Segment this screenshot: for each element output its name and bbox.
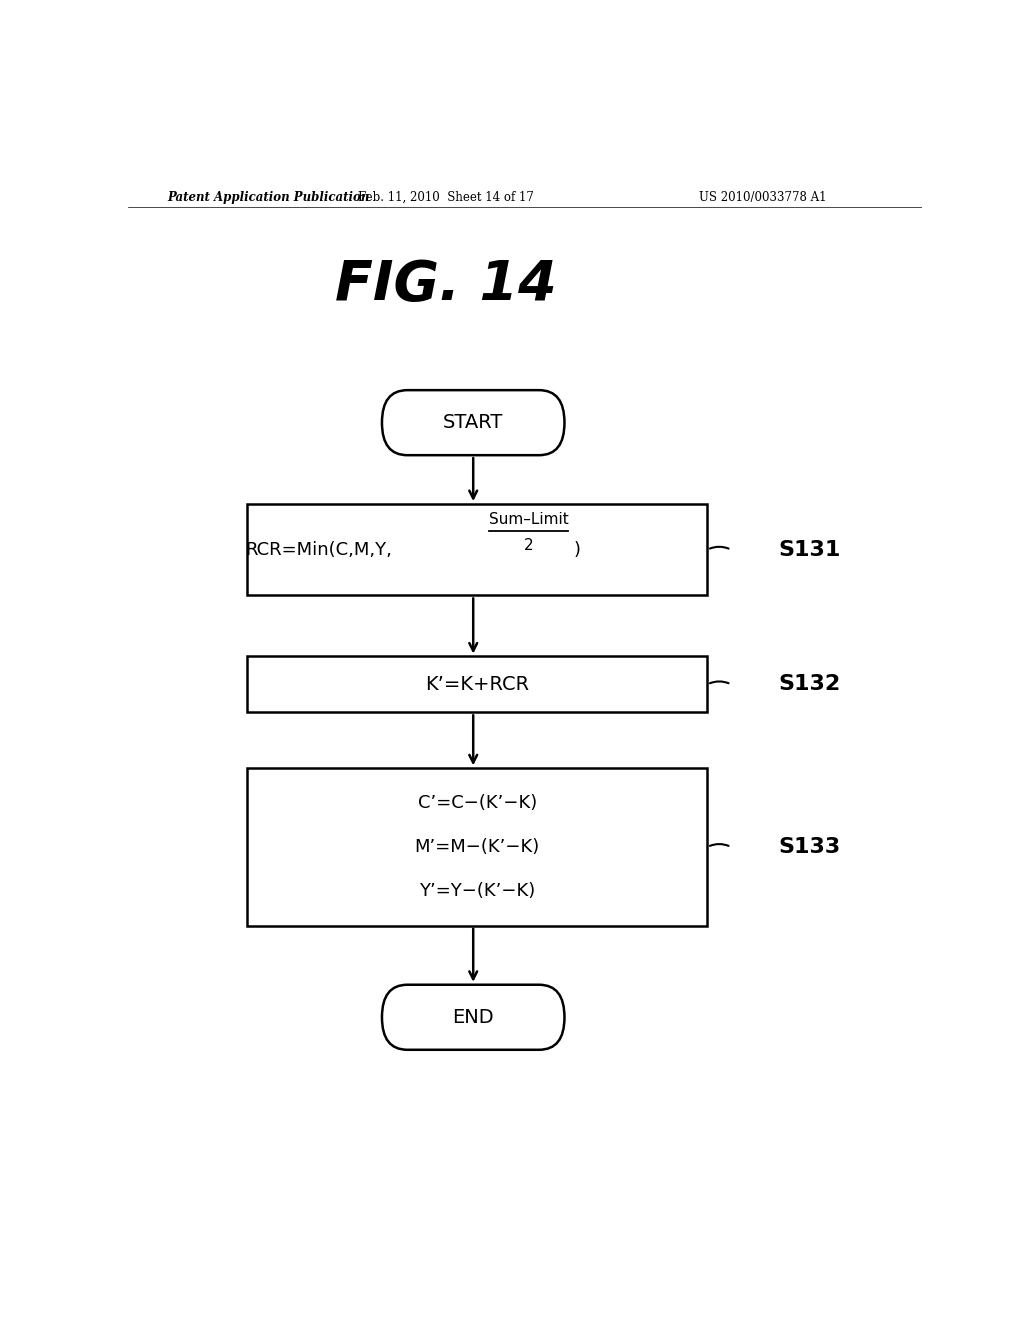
Text: C’=C−(K’−K): C’=C−(K’−K) xyxy=(418,795,537,812)
Text: K’=K+RCR: K’=K+RCR xyxy=(425,675,529,694)
Text: END: END xyxy=(453,1007,494,1027)
Text: ): ) xyxy=(574,541,581,558)
Text: START: START xyxy=(443,413,504,432)
FancyBboxPatch shape xyxy=(247,768,708,925)
Text: 2: 2 xyxy=(524,537,534,553)
FancyBboxPatch shape xyxy=(382,391,564,455)
Text: Patent Application Publication: Patent Application Publication xyxy=(168,190,370,203)
Text: S133: S133 xyxy=(778,837,841,857)
Text: M’=M−(K’−K): M’=M−(K’−K) xyxy=(415,838,540,855)
FancyBboxPatch shape xyxy=(247,656,708,713)
Text: S132: S132 xyxy=(778,675,841,694)
FancyBboxPatch shape xyxy=(382,985,564,1049)
Text: S131: S131 xyxy=(778,540,841,560)
Text: US 2010/0033778 A1: US 2010/0033778 A1 xyxy=(699,190,826,203)
Text: Sum–Limit: Sum–Limit xyxy=(488,512,568,528)
Text: RCR=Min(C,M,Y,: RCR=Min(C,M,Y, xyxy=(245,541,392,558)
Text: FIG. 14: FIG. 14 xyxy=(335,259,556,313)
FancyBboxPatch shape xyxy=(247,504,708,595)
Text: Y’=Y−(K’−K): Y’=Y−(K’−K) xyxy=(419,882,536,900)
Text: Feb. 11, 2010  Sheet 14 of 17: Feb. 11, 2010 Sheet 14 of 17 xyxy=(357,190,534,203)
